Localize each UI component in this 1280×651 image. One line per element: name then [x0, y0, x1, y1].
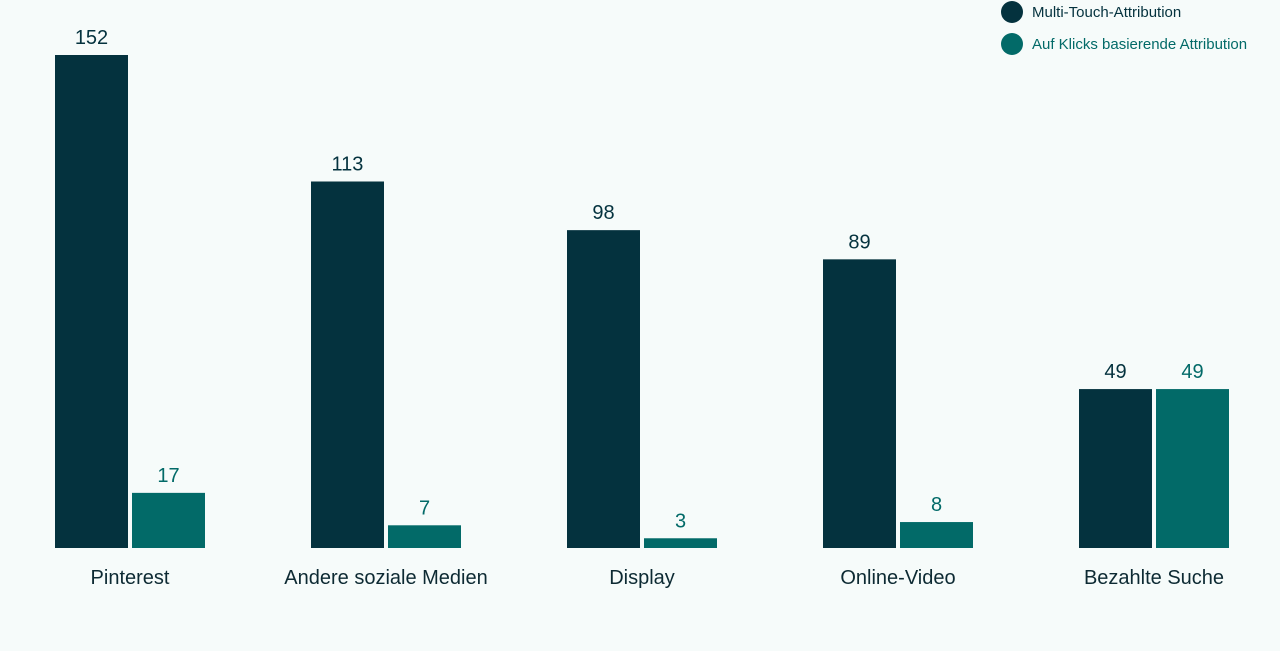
legend-item-series-2: Auf Klicks basierende Attribution [1001, 32, 1247, 56]
value-label-click-based-5: 49 [1181, 361, 1203, 383]
legend-label-series-2: Auf Klicks basierende Attribution [1032, 35, 1248, 53]
value-label-multi-touch-4: 89 [848, 231, 870, 253]
bar-multi-touch-3 [567, 230, 640, 549]
value-label-multi-touch-5: 49 [1104, 361, 1126, 383]
value-label-multi-touch-1: 152 [75, 27, 108, 49]
bar-click-based-5 [1156, 389, 1229, 548]
legend-label-series-1: Multi-Touch-Attribution [1032, 3, 1182, 21]
value-label-multi-touch-2: 113 [332, 153, 364, 175]
bar-multi-touch-5 [1079, 389, 1152, 548]
bar-click-based-3 [644, 538, 717, 548]
value-label-click-based-3: 3 [675, 510, 686, 532]
chart-legend: Multi-Touch-Attribution Auf Klicks basie… [1001, 0, 1280, 60]
bar-multi-touch-4 [823, 259, 896, 548]
legend-swatch-series-1 [1001, 1, 1023, 23]
legend-item-series-1: Multi-Touch-Attribution [1001, 0, 1181, 24]
category-label-2: Andere soziale Medien [284, 567, 487, 589]
category-label-3: Display [609, 567, 675, 589]
bar-click-based-2 [388, 525, 461, 548]
value-label-click-based-1: 17 [157, 465, 179, 487]
category-label-4: Online-Video [840, 567, 955, 589]
value-label-click-based-2: 7 [419, 497, 430, 519]
category-label-5: Bezahlte Suche [1084, 567, 1224, 589]
category-label-1: Pinterest [91, 567, 170, 589]
bar-multi-touch-1 [55, 55, 128, 548]
bar-multi-touch-2 [311, 181, 384, 549]
value-label-click-based-4: 8 [931, 494, 942, 516]
value-label-multi-touch-3: 98 [592, 202, 614, 224]
legend-swatch-series-2 [1001, 33, 1023, 55]
bar-click-based-1 [132, 492, 205, 548]
bar-click-based-4 [900, 522, 973, 548]
